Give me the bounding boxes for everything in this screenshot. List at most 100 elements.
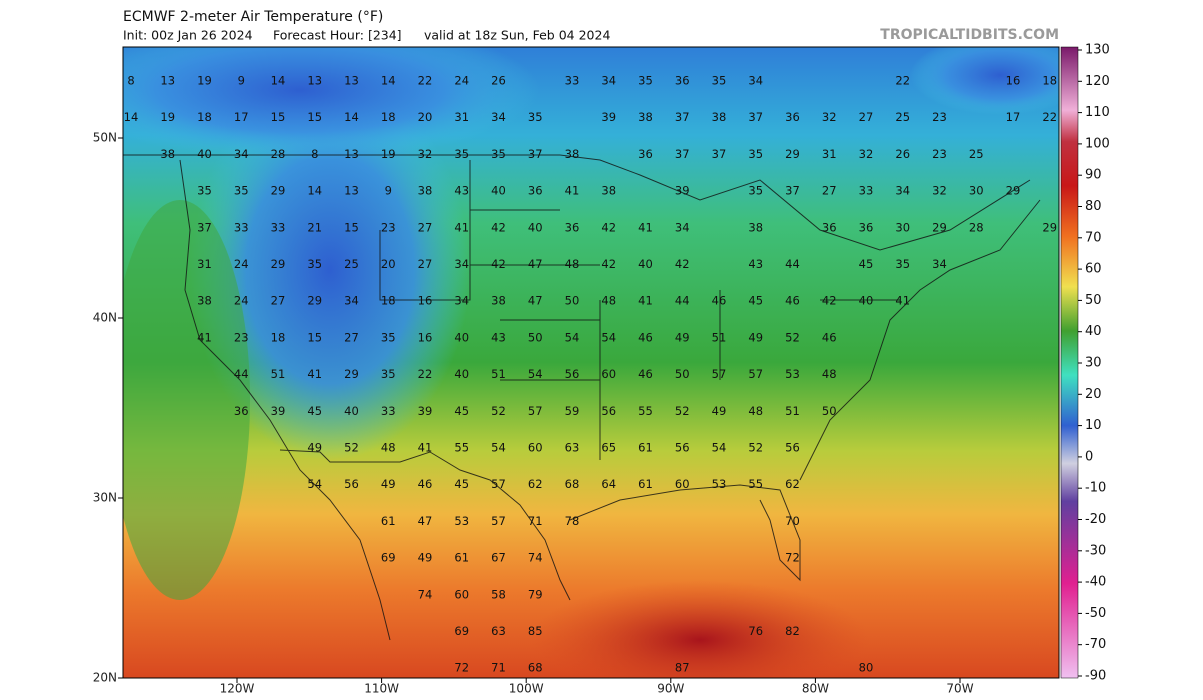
temperature-label: 79: [528, 587, 543, 601]
latitude-label: 20N: [93, 671, 117, 685]
temperature-label: 60: [675, 477, 690, 491]
colorbar: [1060, 46, 1079, 679]
temperature-label: 35: [197, 184, 212, 198]
temperature-label: 50: [528, 330, 543, 344]
temperature-label: 16: [418, 330, 433, 344]
temperature-label: 60: [454, 587, 469, 601]
cold-region: [190, 80, 470, 460]
temperature-label: 42: [601, 257, 616, 271]
temperature-label: 74: [418, 587, 433, 601]
temperature-label: 40: [638, 257, 653, 271]
temperature-label: 71: [528, 514, 543, 528]
temperature-label: 61: [454, 551, 469, 565]
temperature-label: 41: [418, 441, 433, 455]
ocean-region: [123, 200, 250, 600]
temperature-label: 26: [895, 147, 910, 161]
coast-line: [179, 159, 391, 641]
temperature-label: 57: [712, 367, 727, 381]
temperature-label: 50: [675, 367, 690, 381]
temperature-label: 54: [528, 367, 543, 381]
temperature-label: 19: [381, 147, 396, 161]
temperature-label: 82: [785, 624, 800, 638]
longitude-label: 80W: [802, 682, 829, 696]
colorbar-label: 90: [1085, 168, 1102, 183]
temperature-label: 31: [822, 147, 837, 161]
temperature-label: 40: [454, 367, 469, 381]
temperature-label: 55: [454, 441, 469, 455]
temperature-label: 36: [859, 220, 874, 234]
temperature-label: 58: [491, 587, 506, 601]
temperature-label: 52: [675, 404, 690, 418]
temperature-label: 49: [418, 551, 433, 565]
temperature-label: 68: [565, 477, 580, 491]
temperature-label: 8: [127, 74, 134, 88]
border-line: [123, 154, 1031, 251]
temperature-label: 20: [418, 110, 433, 124]
temperature-label: 56: [601, 404, 616, 418]
temperature-label: 71: [491, 661, 506, 675]
temperature-label: 52: [748, 441, 763, 455]
temperature-label: 41: [638, 294, 653, 308]
temperature-label: 33: [271, 220, 286, 234]
temperature-label: 55: [638, 404, 653, 418]
temperature-label: 32: [822, 110, 837, 124]
temperature-label: 24: [234, 257, 249, 271]
colorbar-label: 110: [1085, 105, 1110, 120]
temperature-label: 38: [601, 184, 616, 198]
temperature-label: 43: [748, 257, 763, 271]
longitude-label: 100W: [509, 682, 544, 696]
temperature-label: 19: [197, 74, 212, 88]
temperature-label: 49: [307, 441, 322, 455]
colorbar-label: -40: [1085, 575, 1106, 590]
temperature-label: 13: [160, 74, 175, 88]
temperature-label: 44: [785, 257, 800, 271]
temperature-label: 33: [234, 220, 249, 234]
temperature-label: 17: [1006, 110, 1021, 124]
temperature-label: 47: [528, 294, 543, 308]
temperature-label: 35: [491, 147, 506, 161]
temperature-label: 33: [565, 74, 580, 88]
temperature-label: 47: [418, 514, 433, 528]
temperature-label: 38: [160, 147, 175, 161]
temperature-label: 63: [491, 624, 506, 638]
temperature-label: 38: [638, 110, 653, 124]
temperature-label: 39: [601, 110, 616, 124]
colorbar-label: -10: [1085, 481, 1106, 496]
temperature-label: 69: [454, 624, 469, 638]
temperature-label: 62: [528, 477, 543, 491]
temperature-label: 14: [124, 110, 139, 124]
temperature-label: 38: [712, 110, 727, 124]
temperature-label: 40: [344, 404, 359, 418]
temperature-label: 54: [712, 441, 727, 455]
temperature-label: 36: [638, 147, 653, 161]
colorbar-label: 60: [1085, 262, 1102, 277]
cold-region: [123, 47, 540, 160]
temperature-label: 55: [748, 477, 763, 491]
temperature-label: 42: [601, 220, 616, 234]
temperature-label: 17: [234, 110, 249, 124]
temperature-label: 44: [234, 367, 249, 381]
temperature-label: 59: [565, 404, 580, 418]
temperature-label: 40: [454, 330, 469, 344]
temperature-label: 49: [675, 330, 690, 344]
temperature-label: 87: [675, 661, 690, 675]
temperature-label: 41: [638, 220, 653, 234]
temperature-label: 51: [712, 330, 727, 344]
temperature-label: 45: [748, 294, 763, 308]
temperature-label: 36: [528, 184, 543, 198]
temperature-label: 46: [822, 330, 837, 344]
temperature-label: 15: [271, 110, 286, 124]
map-title: ECMWF 2-meter Air Temperature (°F): [123, 9, 383, 25]
temperature-label: 24: [234, 294, 249, 308]
temperature-label: 35: [307, 257, 322, 271]
temperature-label: 54: [307, 477, 322, 491]
temperature-label: 53: [454, 514, 469, 528]
temperature-label: 38: [565, 147, 580, 161]
temperature-label: 23: [234, 330, 249, 344]
temperature-label: 49: [381, 477, 396, 491]
temperature-label: 48: [748, 404, 763, 418]
temperature-label: 27: [822, 184, 837, 198]
temperature-label: 29: [271, 257, 286, 271]
temperature-label: 35: [454, 147, 469, 161]
